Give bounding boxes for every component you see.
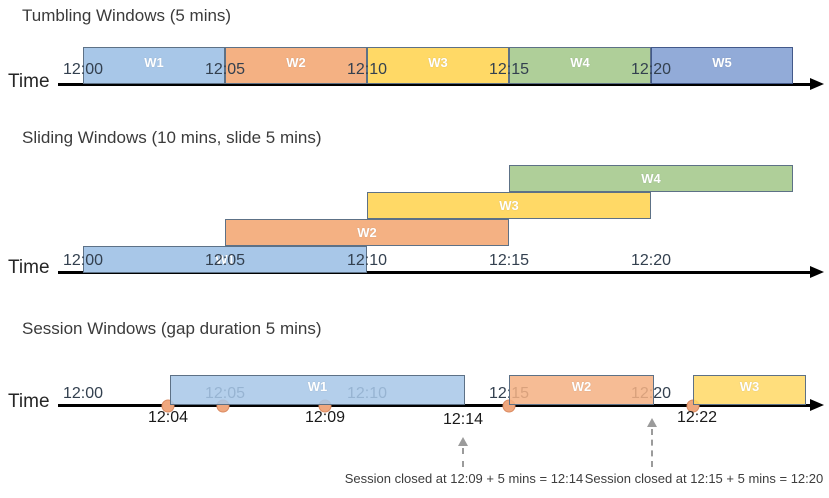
event-time-label: 12:09 xyxy=(304,409,346,426)
tick-label: 12:05 xyxy=(204,61,246,78)
sliding-window-bar: W2 xyxy=(225,219,509,246)
session-window-bar: W1 xyxy=(170,375,465,405)
tumbling-window-bar: W3 xyxy=(367,47,509,84)
window-label: W3 xyxy=(499,198,519,213)
tumbling-title: Tumbling Windows (5 mins) xyxy=(22,6,232,25)
window-label: W5 xyxy=(712,55,732,70)
tick-label: 12:00 xyxy=(62,61,104,78)
sliding-window-bar: W4 xyxy=(509,165,793,192)
session-time-axis-label: Time xyxy=(8,391,50,412)
session-close-annotation: Session closed at 12:09 + 5 mins = 12:14 xyxy=(344,471,584,486)
tick-label: 12:00 xyxy=(62,252,104,269)
window-label: W1 xyxy=(144,55,164,70)
event-time-label: 12:22 xyxy=(676,409,718,426)
sliding-timeline xyxy=(58,271,812,274)
sliding-window-bar: W1 xyxy=(83,246,367,273)
window-label: W3 xyxy=(739,379,760,394)
window-label: W2 xyxy=(286,55,306,70)
session-close-arrow-line xyxy=(462,448,464,467)
tumbling-window-bar: W4 xyxy=(509,47,651,84)
tick-label: 12:15 xyxy=(488,252,530,269)
session-close-arrow-line xyxy=(651,429,653,467)
window-label: W2 xyxy=(357,225,377,240)
tumbling-window-bar: W5 xyxy=(651,47,793,84)
tick-label: 12:15 xyxy=(488,61,530,78)
close-time-label: 12:14 xyxy=(442,411,484,428)
session-close-annotation: Session closed at 12:15 + 5 mins = 12:20 xyxy=(584,471,824,486)
event-time-label: 12:04 xyxy=(147,409,189,426)
window-label: W4 xyxy=(641,171,661,186)
window-label: W2 xyxy=(571,379,592,394)
tick-label: 12:10 xyxy=(346,61,388,78)
window-label: W4 xyxy=(570,55,590,70)
tumbling-time-axis-label: Time xyxy=(8,71,50,92)
window-label: W3 xyxy=(428,55,448,70)
tick-label: 12:05 xyxy=(204,252,246,269)
window-label: W1 xyxy=(215,252,235,267)
session-close-arrow-icon xyxy=(647,418,657,427)
window-label: W1 xyxy=(307,379,328,394)
session-window-bar: W2 xyxy=(509,375,654,405)
tick-label: 12:10 xyxy=(346,252,388,269)
tumbling-axis-arrowhead-icon xyxy=(810,78,824,90)
session-close-arrow-icon xyxy=(458,437,468,446)
tumbling-timeline xyxy=(58,83,812,86)
tick-label: 12:00 xyxy=(62,385,104,402)
session-axis-arrowhead-icon xyxy=(810,399,824,411)
session-window-bar: W3 xyxy=(693,375,806,405)
sliding-axis-arrowhead-icon xyxy=(810,266,824,278)
session-title: Session Windows (gap duration 5 mins) xyxy=(22,319,322,338)
sliding-time-axis-label: Time xyxy=(8,257,50,278)
tick-label: 12:20 xyxy=(630,252,672,269)
session-timeline xyxy=(58,404,812,407)
tumbling-window-bar: W2 xyxy=(225,47,367,84)
tick-label: 12:20 xyxy=(630,61,672,78)
sliding-window-bar: W3 xyxy=(367,192,651,219)
tumbling-window-bar: W1 xyxy=(83,47,225,84)
sliding-title: Sliding Windows (10 mins, slide 5 mins) xyxy=(22,128,322,147)
